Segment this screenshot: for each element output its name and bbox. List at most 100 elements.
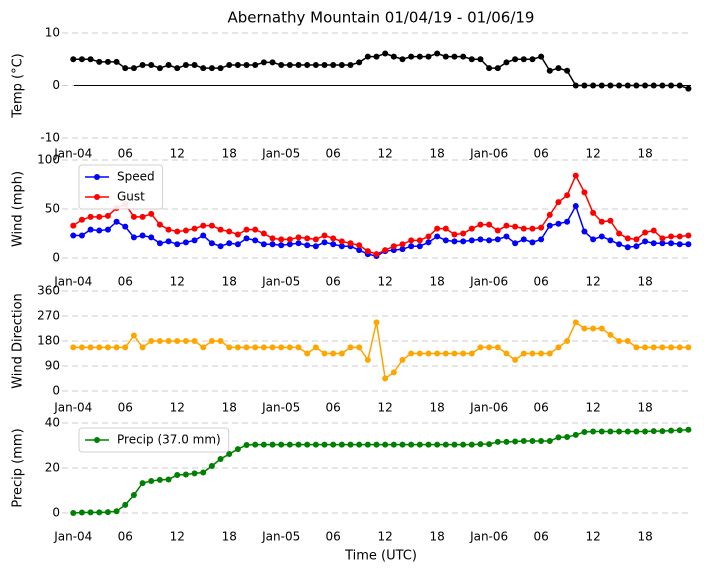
x-tick-label: 06 [326, 530, 341, 544]
data-point [642, 82, 649, 89]
data-point [564, 338, 571, 344]
data-point [226, 344, 233, 351]
x-tick-label: Jan-06 [469, 275, 508, 289]
data-point [364, 248, 371, 255]
data-point [477, 221, 484, 228]
data-point [312, 243, 319, 250]
data-point [330, 62, 337, 69]
x-tick-label: 18 [637, 530, 652, 544]
data-point [529, 225, 536, 232]
y-tick-label: 0 [52, 384, 60, 398]
data-point [217, 226, 224, 233]
data-point [269, 441, 276, 448]
data-point [572, 203, 579, 210]
data-point [650, 227, 657, 234]
data-point [520, 236, 527, 243]
data-point [139, 232, 146, 239]
data-point [148, 234, 155, 241]
data-point [208, 240, 215, 247]
data-point [650, 344, 657, 351]
x-tick-label: Jan-06 [469, 530, 508, 544]
y-tick-label: 50 [45, 202, 60, 216]
data-point [633, 344, 640, 351]
data-point [312, 441, 319, 448]
data-point [590, 325, 597, 332]
data-point [200, 232, 207, 239]
data-point [624, 428, 631, 435]
data-point [451, 238, 458, 245]
data-point [252, 441, 259, 448]
data-point [399, 246, 406, 253]
data-point [529, 239, 536, 246]
data-point [538, 53, 545, 60]
data-point [104, 212, 111, 219]
data-point [96, 227, 103, 234]
data-point [260, 441, 267, 448]
data-point [486, 65, 493, 72]
data-point [451, 350, 458, 357]
data-point [425, 53, 432, 60]
data-point [529, 56, 536, 63]
legend-marker [94, 174, 100, 180]
data-point [87, 344, 94, 351]
x-tick-label: 06 [533, 275, 548, 289]
chart-title: Abernathy Mountain 01/04/19 - 01/06/19 [228, 9, 535, 27]
data-point [564, 218, 571, 225]
y-tick-label: 0 [52, 506, 60, 520]
data-point [676, 233, 683, 240]
data-point [668, 344, 675, 351]
legend-marker [94, 194, 100, 200]
x-tick-label: 12 [170, 275, 185, 289]
data-point [139, 62, 146, 69]
data-point [512, 56, 519, 63]
data-point [477, 441, 484, 448]
data-point [442, 225, 449, 232]
x-tick-label: 18 [637, 275, 652, 289]
x-tick-label: Jan-05 [261, 401, 300, 415]
data-point [685, 85, 692, 92]
x-tick-label: 06 [118, 530, 133, 544]
data-point [503, 438, 510, 445]
data-point [78, 56, 85, 63]
data-point [382, 441, 389, 448]
data-point [460, 53, 467, 60]
data-point [174, 65, 181, 72]
data-point [642, 344, 649, 351]
data-point [243, 235, 250, 242]
data-point [156, 338, 163, 344]
data-point [321, 441, 328, 448]
data-point [260, 230, 267, 237]
x-tick-label: 18 [430, 530, 445, 544]
data-point [226, 62, 233, 69]
data-point [685, 241, 692, 248]
data-point [477, 236, 484, 243]
x-tick-label: 18 [430, 401, 445, 415]
data-point [87, 509, 94, 516]
x-tick-label: 18 [222, 147, 237, 161]
data-point [104, 509, 111, 516]
data-point [442, 350, 449, 357]
data-point [78, 509, 85, 516]
data-point [174, 228, 181, 235]
data-point [148, 478, 155, 485]
data-point [373, 251, 380, 258]
x-tick-label: 06 [326, 401, 341, 415]
data-point [416, 350, 423, 357]
data-point [286, 241, 293, 248]
data-point [512, 438, 519, 445]
data-point [460, 350, 467, 357]
data-point [156, 221, 163, 228]
data-point [330, 235, 337, 242]
data-point [659, 235, 666, 242]
data-point [529, 350, 536, 357]
x-tick-label: Jan-04 [53, 275, 92, 289]
data-point [676, 241, 683, 248]
data-point [451, 441, 458, 448]
data-point [486, 441, 493, 448]
data-point [607, 217, 614, 224]
data-point [581, 189, 588, 196]
y-axis-label: Precip (mm) [11, 428, 26, 507]
data-point [685, 232, 692, 239]
data-point [200, 344, 207, 351]
data-point [148, 62, 155, 69]
